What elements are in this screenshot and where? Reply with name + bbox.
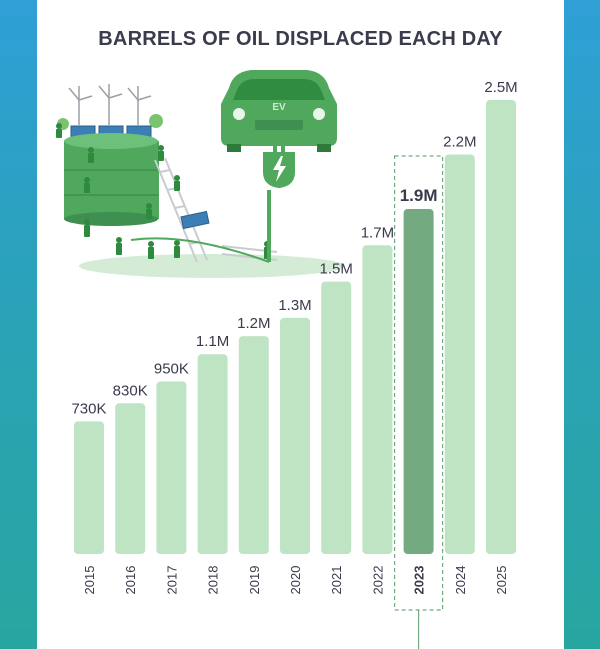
ev-badge: EV bbox=[272, 102, 286, 113]
year-label-2019: 2019 bbox=[247, 566, 262, 595]
bar-2015 bbox=[74, 421, 104, 554]
bar-2020 bbox=[280, 317, 310, 554]
value-label-2020: 1.3M bbox=[278, 297, 311, 314]
year-label-2018: 2018 bbox=[206, 566, 221, 595]
wind-turbine-icon bbox=[68, 84, 152, 125]
year-label-2022: 2022 bbox=[370, 566, 385, 595]
oil-tank-icon bbox=[64, 133, 159, 226]
value-label-2022: 1.7M bbox=[361, 224, 394, 241]
ev-car-icon: EV bbox=[221, 70, 337, 152]
chart-card: BARRELS OF OIL DISPLACED EACH DAY bbox=[37, 0, 564, 649]
bar-2018 bbox=[197, 354, 228, 554]
year-label-2024: 2024 bbox=[453, 566, 468, 595]
year-label-2016: 2016 bbox=[123, 566, 138, 595]
value-label-2018: 1.1M bbox=[196, 333, 229, 350]
value-label-2015: 730K bbox=[71, 400, 106, 417]
bar-2025 bbox=[486, 100, 516, 554]
bar-2023 bbox=[403, 208, 434, 554]
value-label-2024: 2.2M bbox=[443, 133, 476, 150]
illustration: EV bbox=[56, 70, 345, 278]
chart-title: BARRELS OF OIL DISPLACED EACH DAY bbox=[98, 28, 503, 50]
value-label-2019: 1.2M bbox=[237, 315, 270, 332]
year-label-2017: 2017 bbox=[164, 566, 179, 595]
year-label-2025: 2025 bbox=[494, 566, 509, 595]
worker-icon bbox=[56, 123, 270, 259]
value-label-2023: 1.9M bbox=[400, 186, 438, 205]
value-label-2025: 2.5M bbox=[484, 79, 517, 96]
value-label-2021: 1.5M bbox=[320, 261, 353, 278]
bar-2019 bbox=[238, 336, 269, 554]
value-label-2017: 950K bbox=[154, 360, 189, 377]
year-label-2020: 2020 bbox=[288, 566, 303, 595]
year-label-2015: 2015 bbox=[82, 566, 97, 595]
charging-plug-icon bbox=[263, 146, 295, 188]
bar-chart: EV 730K 2015 830K 2016 950K 2017 1.1M 2018 1.2M 2… bbox=[56, 70, 518, 649]
year-label-2023: 2023 bbox=[412, 566, 427, 595]
bar-2016 bbox=[115, 403, 146, 554]
tree-icon bbox=[149, 114, 163, 128]
solar-panel-icon bbox=[180, 210, 210, 230]
value-label-2016: 830K bbox=[113, 382, 148, 399]
bar-2017 bbox=[156, 381, 187, 554]
bar-2021 bbox=[321, 281, 352, 554]
ground-shadow bbox=[79, 254, 345, 278]
bar-2022 bbox=[362, 245, 393, 554]
bar-2024 bbox=[444, 154, 475, 555]
year-label-2021: 2021 bbox=[329, 566, 344, 595]
bars-group: 730K 2015 830K 2016 950K 2017 1.1M 2018 1.2M 2019… bbox=[71, 79, 518, 649]
